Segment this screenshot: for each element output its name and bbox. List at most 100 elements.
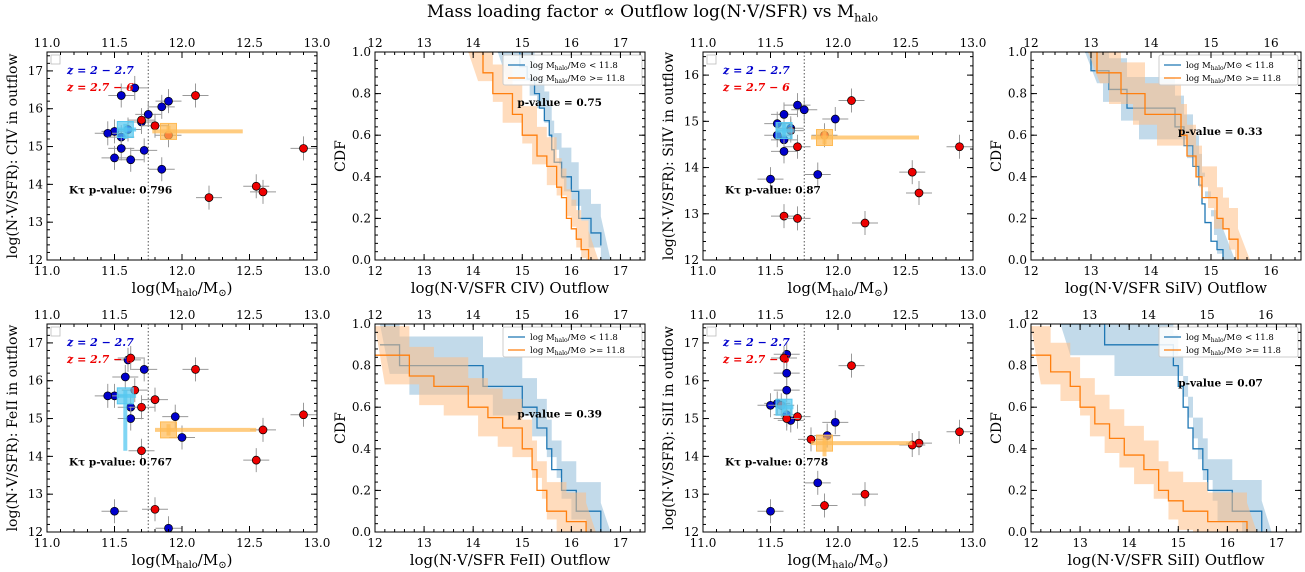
top-x-tick-label: 13.0 — [960, 36, 987, 50]
data-point-high-z — [793, 412, 802, 422]
x-tick-label: 13 — [416, 264, 431, 278]
x-tick-label: 11.0 — [34, 536, 61, 550]
y-axis-label: log(N·V/SFR): SiIV in outflow — [661, 52, 677, 260]
y-axis-label: CDF — [333, 140, 349, 172]
y-axis-label: log(N·V/SFR): CIV in outflow — [5, 54, 21, 259]
x-axis-label: log(Mhalo/M⊙) — [132, 551, 233, 571]
y-tick-label: 0.0 — [1008, 253, 1027, 267]
x-tick-label: 13 — [1072, 536, 1087, 550]
data-point-high-z — [251, 455, 261, 465]
y-tick-label: 0.6 — [1008, 128, 1027, 142]
chart-panel-scatter-siii: z = 2 − 2.7 z = 2.7 − 6 Kτ p-value: 0.778 1… — [661, 308, 986, 571]
x-tick-label: 12 — [1023, 264, 1038, 278]
median-low-mass — [116, 121, 134, 139]
x-tick-label: 16 — [564, 536, 579, 550]
y-tick-label: 16 — [28, 374, 43, 388]
plot-area — [757, 324, 973, 532]
top-x-tick-label: 11.0 — [34, 308, 61, 322]
legend-label-blue: log Mhalo/M⊙ < 11.8 — [1186, 333, 1274, 344]
data-point-low-z — [126, 155, 136, 165]
chart-panel-cdf-civ: log Mhalo/M⊙ < 11.8 log Mhalo/M⊙ >= 11.8 p… — [333, 36, 646, 297]
x-tick-label: 13 — [416, 536, 431, 550]
y-tick-label: 0.4 — [1008, 170, 1027, 184]
legend-frame — [50, 326, 61, 337]
y-tick-label: 17 — [28, 336, 43, 350]
top-x-tick-label: 16 — [1263, 36, 1278, 50]
top-x-tick-label: 13 — [1082, 308, 1097, 322]
x-tick-label: 13 — [1083, 264, 1098, 278]
top-x-tick-label: 11.0 — [34, 36, 61, 50]
cdf-band-blue — [1060, 324, 1272, 532]
data-point-low-z — [110, 153, 119, 163]
data-point-high-z — [914, 188, 924, 198]
cdf-legend: log Mhalo/M⊙ < 11.8 log Mhalo/M⊙ >= 11.8 — [1158, 54, 1299, 86]
data-point-low-z — [130, 83, 140, 93]
pvalue-label: p-value = 0.39 — [517, 409, 602, 421]
chart-panel-scatter-feii: z = 2 − 2.7 z = 2.7 − 6 Kτ p-value: 0.767 1… — [5, 308, 330, 571]
y-tick-label: 15 — [28, 412, 43, 426]
x-tick-label: 12.0 — [169, 264, 196, 278]
y-tick-label: 0.4 — [1008, 442, 1027, 456]
legend-low-z: z = 2 − 2.7 — [66, 336, 134, 349]
ktau-pvalue-label: Kτ p-value: 0.87 — [725, 184, 821, 196]
y-tick-label: 14 — [28, 177, 44, 191]
axes-frame — [374, 51, 646, 261]
x-tick-label: 12.0 — [825, 264, 852, 278]
median-low-mass — [775, 398, 793, 416]
data-point-high-z — [299, 410, 308, 420]
data-point-low-z — [157, 102, 167, 112]
data-point-high-z — [793, 142, 802, 152]
data-point-low-z — [813, 478, 823, 488]
pvalue-label: p-value = 0.33 — [1178, 126, 1263, 138]
top-x-tick-label: 12 — [367, 36, 382, 50]
x-tick-label: 17 — [613, 536, 628, 550]
x-tick-label: 15 — [1171, 536, 1186, 550]
data-point-high-z — [258, 425, 268, 435]
x-tick-label: 13.0 — [960, 264, 987, 278]
legend-high-z: z = 2.7 − 6 — [722, 81, 790, 94]
legend-label-orange: log Mhalo/M⊙ >= 11.8 — [530, 346, 625, 357]
x-tick-label: 11.5 — [757, 264, 784, 278]
data-point-low-z — [103, 391, 113, 401]
cdf-legend: log Mhalo/M⊙ < 11.8 log Mhalo/M⊙ >= 11.8 — [502, 326, 643, 358]
top-x-tick-label: 12 — [1023, 308, 1038, 322]
data-point-low-z — [143, 110, 153, 119]
data-point-high-z — [955, 142, 964, 152]
data-point-high-z — [820, 501, 829, 510]
cdf-legend: log Mhalo/M⊙ < 11.8 log Mhalo/M⊙ >= 11.8 — [502, 54, 643, 86]
y-tick-label: 1.0 — [352, 45, 371, 59]
x-tick-label: 13.0 — [304, 264, 331, 278]
data-point-high-z — [258, 187, 268, 197]
data-point-low-z — [116, 91, 126, 100]
top-x-tick-label: 14 — [1141, 308, 1157, 322]
top-x-tick-label: 16 — [1258, 308, 1273, 322]
data-point-low-z — [782, 385, 792, 395]
x-tick-label: 15 — [515, 264, 530, 278]
y-tick-label: 15 — [684, 114, 699, 128]
top-x-tick-label: 12.0 — [825, 36, 852, 50]
x-tick-label: 12.5 — [236, 264, 263, 278]
y-tick-label: 0.4 — [352, 442, 371, 456]
cdf-line-orange — [375, 354, 587, 532]
top-x-tick-label: 13 — [1083, 36, 1098, 50]
y-tick-label: 13 — [684, 487, 699, 501]
top-x-tick-label: 11.5 — [101, 308, 128, 322]
axes-frame — [374, 323, 646, 533]
chart-panel-scatter-siiv: z = 2 − 2.7 z = 2.7 − 6 Kτ p-value: 0.87 11… — [661, 36, 986, 299]
plot-area — [1085, 52, 1250, 260]
data-point-low-z — [116, 144, 126, 153]
data-point-low-z — [103, 128, 113, 138]
y-tick-label: 0.2 — [352, 483, 371, 497]
data-point-low-z — [120, 372, 130, 382]
cdf-legend: log Mhalo/M⊙ < 11.8 log Mhalo/M⊙ >= 11.8 — [1158, 326, 1299, 358]
x-tick-label: 11.0 — [34, 264, 61, 278]
legend-label-blue: log Mhalo/M⊙ < 11.8 — [530, 333, 618, 344]
y-tick-label: 13 — [28, 487, 43, 501]
y-axis-label: log(N·V/SFR): FeII in outflow — [5, 325, 21, 532]
y-tick-label: 0.8 — [352, 359, 371, 373]
top-x-tick-label: 11.5 — [101, 36, 128, 50]
x-tick-label: 16 — [1220, 536, 1235, 550]
y-tick-label: 12 — [28, 525, 43, 539]
legend-high-z: z = 2.7 − 6 — [66, 81, 134, 94]
data-point-high-z — [860, 218, 870, 228]
